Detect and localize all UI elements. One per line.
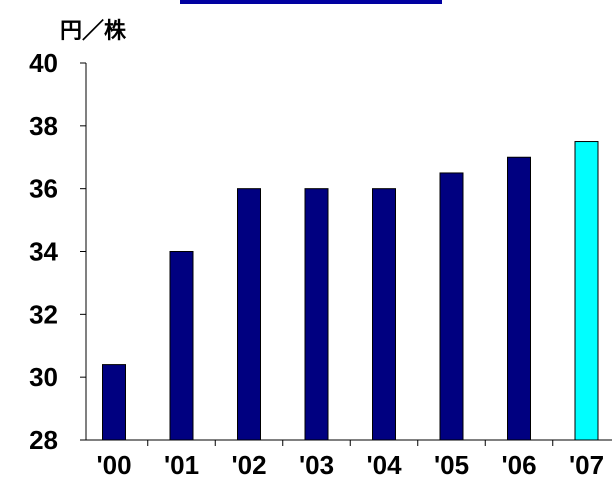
bars xyxy=(102,141,599,441)
y-tick-label: 36 xyxy=(29,174,58,204)
y-tick-label: 32 xyxy=(29,299,58,329)
bar-6 xyxy=(507,156,531,441)
x-axis: '00'01'02'03'04'05'06'07'08 xyxy=(86,439,612,477)
y-axis-unit-label: 円／株 xyxy=(60,19,127,44)
bar-0 xyxy=(102,364,126,441)
bar-2 xyxy=(237,188,261,441)
x-tick-label: '05 xyxy=(434,450,469,477)
y-tick-label: 38 xyxy=(29,111,58,141)
x-tick-label: '04 xyxy=(366,450,402,477)
x-tick-label: '06 xyxy=(501,450,536,477)
bar-7 xyxy=(574,141,599,441)
x-tick-label: '01 xyxy=(164,450,199,477)
y-tick-label: 30 xyxy=(29,362,58,392)
x-tick-label: '07 xyxy=(569,450,604,477)
bar-5 xyxy=(439,172,464,441)
y-axis: 28 30 32 34 36 38 40 xyxy=(29,48,87,455)
bar-3 xyxy=(304,188,329,441)
bar-4 xyxy=(372,188,396,441)
y-tick-label: 40 xyxy=(29,48,58,78)
x-tick-label: '02 xyxy=(231,450,266,477)
y-tick-label: 34 xyxy=(29,237,58,267)
y-tick-label: 28 xyxy=(29,425,58,455)
title-underline xyxy=(180,0,442,4)
bar-1 xyxy=(169,251,194,441)
x-tick-label: '00 xyxy=(96,450,131,477)
x-tick-label: '03 xyxy=(299,450,334,477)
